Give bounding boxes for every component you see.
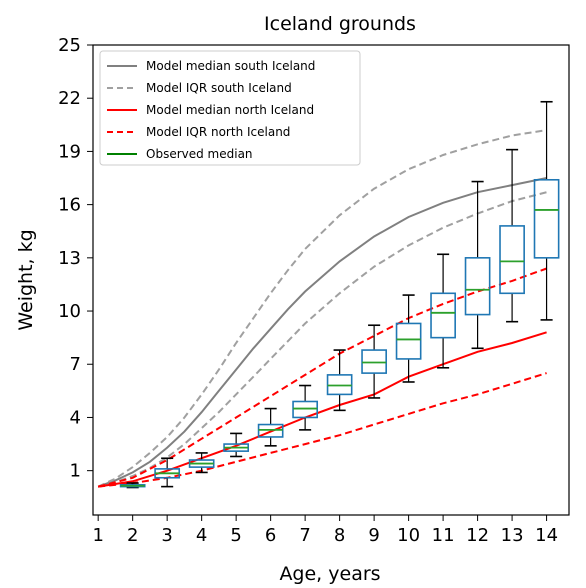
x-axis-ticks: 1 2 3 4 5 6 7 8 9 10 11 12 13 14 xyxy=(92,515,558,546)
y-tick-label: 19 xyxy=(58,141,81,162)
y-tick-label: 25 xyxy=(58,35,81,56)
legend: Model median south Iceland Model IQR sout… xyxy=(99,50,361,166)
y-tick-label: 22 xyxy=(58,88,81,109)
series-line xyxy=(97,177,547,488)
x-tick-label: 5 xyxy=(230,525,241,546)
legend-label: Observed median xyxy=(146,147,253,161)
legend-label: Model median south Iceland xyxy=(146,59,315,73)
x-tick-label: 11 xyxy=(432,525,455,546)
x-tick-label: 14 xyxy=(535,525,558,546)
y-tick-label: 7 xyxy=(70,354,81,375)
x-tick-label: 6 xyxy=(265,525,276,546)
legend-label: Model IQR south Iceland xyxy=(146,81,292,95)
chart-title: Iceland grounds xyxy=(264,13,416,35)
x-tick-label: 10 xyxy=(397,525,420,546)
legend-frame xyxy=(99,50,361,166)
y-tick-label: 16 xyxy=(58,195,81,216)
box-iqr xyxy=(464,257,491,316)
x-tick-label: 2 xyxy=(127,525,138,546)
legend-label: Model median north Iceland xyxy=(146,103,314,117)
observed-boxes xyxy=(119,100,560,489)
y-tick-label: 10 xyxy=(58,301,81,322)
x-tick-label: 12 xyxy=(466,525,489,546)
y-tick-label: 1 xyxy=(70,461,81,482)
x-tick-label: 7 xyxy=(299,525,310,546)
box-iqr xyxy=(533,178,560,259)
box-iqr xyxy=(499,225,525,295)
x-tick-label: 13 xyxy=(501,525,524,546)
y-axis-title: Weight, kg xyxy=(15,229,37,330)
y-tick-label: 4 xyxy=(70,407,81,428)
x-tick-label: 4 xyxy=(196,525,207,546)
series-line xyxy=(98,372,547,488)
y-tick-label: 13 xyxy=(58,248,81,269)
x-tick-label: 9 xyxy=(368,525,379,546)
x-tick-label: 8 xyxy=(334,525,345,546)
y-axis-ticks: 1 4 7 10 13 16 19 22 25 xyxy=(58,35,93,482)
series-line xyxy=(97,191,547,488)
box-iqr xyxy=(430,292,456,339)
x-axis-title: Age, years xyxy=(279,563,380,585)
x-tick-label: 3 xyxy=(161,525,172,546)
box-iqr xyxy=(395,322,422,360)
series-line xyxy=(97,267,547,488)
x-tick-label: 1 xyxy=(92,525,103,546)
legend-label: Model IQR north Iceland xyxy=(146,125,290,139)
series-line xyxy=(97,129,547,488)
